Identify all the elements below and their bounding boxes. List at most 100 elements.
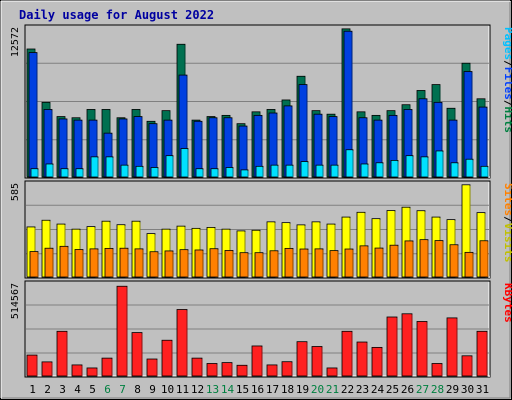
bar-sites-day-28 [434, 240, 444, 278]
bar-kbytes-day-13 [206, 363, 218, 377]
bar-kbytes-day-29 [446, 317, 458, 377]
bar-pages-day-12 [195, 168, 204, 178]
bar-pages-day-7 [120, 164, 129, 178]
bar-sites-day-27 [419, 239, 429, 278]
x-tick-label-9: 9 [149, 383, 156, 396]
bar-pages-day-11 [180, 148, 189, 178]
legend-middle: Sites/Visits [502, 183, 512, 263]
bar-files-day-1 [28, 52, 38, 178]
bar-kbytes-day-20 [311, 346, 323, 377]
bar-kbytes-day-19 [296, 341, 308, 377]
bar-sites-day-7 [119, 247, 129, 278]
bar-kbytes-day-28 [431, 363, 443, 377]
bar-sites-day-6 [104, 247, 114, 278]
legend-label: Files [502, 67, 512, 100]
bar-pages-day-8 [135, 165, 144, 178]
bar-sites-day-26 [404, 240, 414, 278]
x-tick-label-12: 12 [191, 383, 204, 396]
bar-pages-day-13 [210, 168, 219, 178]
legend-label: / [502, 100, 512, 107]
bar-pages-day-19 [300, 161, 309, 178]
x-tick-label-18: 18 [281, 383, 294, 396]
bar-kbytes-day-2 [41, 361, 53, 377]
bar-sites-day-3 [59, 245, 69, 278]
bar-pages-day-24 [375, 162, 384, 178]
bar-kbytes-day-7 [116, 285, 128, 377]
bar-kbytes-day-10 [161, 339, 173, 377]
bar-pages-day-5 [90, 156, 99, 178]
x-tick-label-29: 29 [446, 383, 459, 396]
x-tick-label-3: 3 [59, 383, 66, 396]
bar-pages-day-10 [165, 155, 174, 178]
bar-pages-day-14 [225, 167, 234, 178]
bar-sites-day-12 [194, 249, 204, 278]
legend-label: Pages [502, 27, 512, 60]
bar-sites-day-11 [179, 249, 189, 278]
legend-bottom: KBytes [502, 283, 512, 323]
bar-pages-day-2 [45, 163, 54, 178]
bar-pages-day-16 [255, 165, 264, 178]
x-tick-label-25: 25 [386, 383, 399, 396]
bar-sites-day-8 [134, 248, 144, 278]
bar-files-day-3 [58, 118, 68, 178]
bar-sites-day-13 [209, 248, 219, 278]
bar-sites-day-4 [74, 249, 84, 278]
x-tick-label-22: 22 [341, 383, 354, 396]
bar-pages-day-4 [75, 168, 84, 178]
bar-sites-day-30 [464, 251, 474, 278]
bar-kbytes-day-11 [176, 309, 188, 377]
x-tick-label-15: 15 [236, 383, 249, 396]
bar-kbytes-day-27 [416, 321, 428, 377]
bar-sites-day-17 [269, 250, 279, 278]
bar-kbytes-day-3 [56, 330, 68, 377]
bar-sites-day-2 [44, 247, 54, 278]
x-tick-label-11: 11 [176, 383, 189, 396]
legend-label: / [502, 60, 512, 67]
bar-kbytes-day-17 [266, 364, 278, 377]
x-tick-label-28: 28 [431, 383, 444, 396]
x-tick-label-20: 20 [311, 383, 324, 396]
bar-sites-day-5 [89, 248, 99, 278]
x-tick-label-31: 31 [476, 383, 489, 396]
bar-sites-day-23 [359, 245, 369, 278]
x-tick-label-21: 21 [326, 383, 339, 396]
x-tick-label-4: 4 [74, 383, 81, 396]
bar-kbytes-day-31 [476, 330, 488, 377]
x-tick-label-1: 1 [29, 383, 36, 396]
bar-kbytes-day-15 [236, 364, 248, 377]
x-tick-label-6: 6 [104, 383, 111, 396]
bar-kbytes-day-4 [71, 364, 83, 377]
bar-kbytes-day-22 [341, 330, 353, 377]
x-tick-label-19: 19 [296, 383, 309, 396]
bar-sites-day-1 [29, 251, 39, 278]
bar-pages-day-6 [105, 156, 114, 178]
bar-kbytes-day-6 [101, 357, 113, 377]
chart-title: Daily usage for August 2022 [19, 8, 214, 22]
y-max-label-middle: 585 [10, 183, 21, 201]
bar-kbytes-day-24 [371, 346, 383, 377]
bar-pages-day-31 [480, 165, 489, 178]
legend-label: KBytes [502, 283, 512, 323]
bar-pages-day-30 [465, 158, 474, 178]
bar-kbytes-day-9 [146, 358, 158, 377]
bar-sites-day-18 [284, 247, 294, 278]
bar-pages-day-23 [360, 163, 369, 178]
bar-pages-day-22 [345, 149, 354, 178]
x-tick-label-30: 30 [461, 383, 474, 396]
bar-pages-day-1 [30, 168, 39, 178]
bar-files-day-13 [208, 117, 218, 178]
bar-kbytes-day-12 [191, 357, 203, 377]
bar-kbytes-day-8 [131, 332, 143, 377]
legend-label: Hits [502, 107, 512, 134]
bar-pages-day-17 [270, 164, 279, 178]
bar-files-day-15 [238, 125, 248, 178]
bar-sites-day-22 [344, 248, 354, 278]
bar-sites-day-19 [299, 248, 309, 278]
bar-pages-day-21 [330, 164, 339, 178]
x-tick-label-24: 24 [371, 383, 385, 396]
bar-sites-day-29 [449, 244, 459, 278]
bar-sites-day-14 [224, 250, 234, 278]
x-tick-label-14: 14 [221, 383, 235, 396]
bar-sites-day-20 [314, 248, 324, 278]
